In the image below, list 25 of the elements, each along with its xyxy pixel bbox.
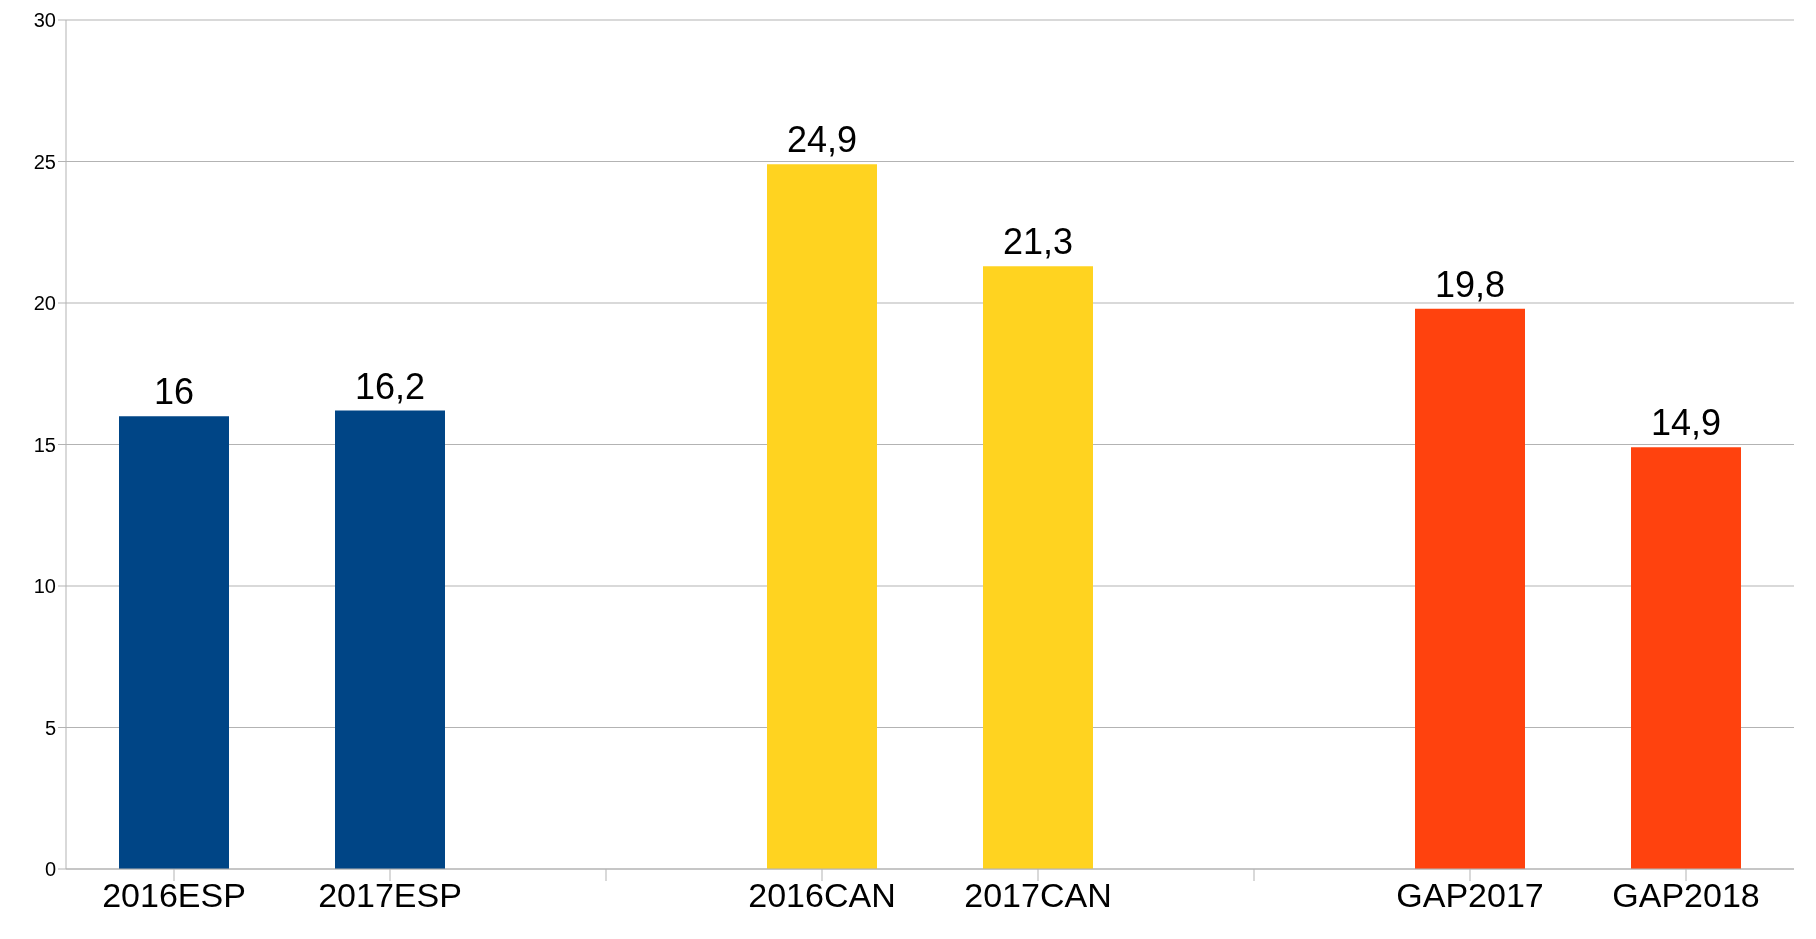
x-tick-label: 2017ESP — [318, 876, 462, 915]
y-tick-label: 5 — [44, 716, 56, 739]
bar — [119, 416, 229, 869]
x-tick-label: 2016ESP — [102, 876, 246, 915]
y-tick-label: 30 — [33, 9, 56, 32]
data-label: 14,9 — [1650, 402, 1722, 444]
x-tick-label: 2016CAN — [748, 876, 896, 915]
bar — [1415, 308, 1525, 869]
data-label: 24,9 — [786, 119, 858, 161]
y-tick-label: 25 — [33, 150, 56, 173]
y-tick-label: 15 — [33, 433, 56, 456]
x-tick-label: GAP2018 — [1612, 876, 1760, 915]
bar — [983, 266, 1093, 869]
bar — [767, 164, 877, 869]
bar — [1631, 447, 1741, 869]
x-tick-label: GAP2017 — [1396, 876, 1544, 915]
y-tick-label: 10 — [33, 575, 56, 598]
y-tick-label: 0 — [44, 858, 56, 881]
data-label: 16 — [153, 371, 195, 413]
data-label: 16,2 — [354, 365, 426, 407]
x-tick-label: 2017CAN — [964, 876, 1112, 915]
y-tick-label: 20 — [33, 292, 56, 315]
data-label: 21,3 — [1002, 221, 1074, 263]
data-label: 19,8 — [1434, 263, 1506, 305]
bar — [335, 410, 445, 869]
